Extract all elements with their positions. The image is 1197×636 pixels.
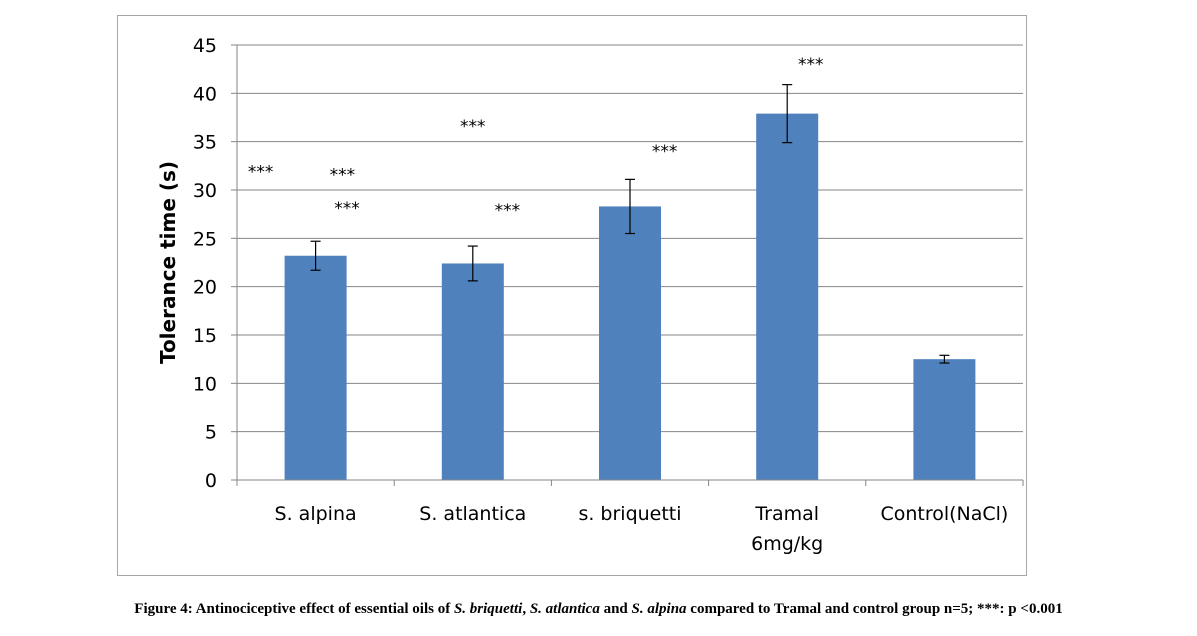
caption-species-3: S. alpina: [631, 601, 687, 617]
y-tick-label: 35: [193, 132, 217, 154]
significance-marker: ***: [248, 162, 274, 182]
x-tick-label: 6mg/kg: [751, 533, 823, 555]
y-axis-title: Tolerance time (s): [156, 161, 180, 364]
bar: [441, 263, 504, 480]
x-tick-label: s. briquetti: [578, 503, 681, 525]
significance-marker: ***: [495, 201, 521, 221]
significance-marker: ***: [334, 199, 360, 219]
caption-sep-2: and: [599, 601, 632, 617]
caption-species-2: S. atlantica: [529, 601, 600, 617]
bar-chart: 0 5 10 15 20 25 30 35 40 45 S. alpina S. atlantica s…: [156, 35, 1024, 555]
x-tick-label: Control(NaCl): [880, 503, 1008, 525]
caption-suffix: compared to Tramal and control group n=5…: [686, 601, 1063, 617]
significance-marker: ***: [330, 165, 356, 185]
y-tick-label: 5: [205, 422, 217, 444]
caption-prefix: Figure 4: Antinociceptive effect of esse…: [134, 601, 454, 617]
significance-marker: ***: [460, 117, 486, 137]
significance-marker: ***: [798, 55, 824, 75]
y-tick-label: 25: [193, 228, 217, 250]
bar: [913, 359, 976, 480]
y-tick-label: 0: [205, 470, 217, 492]
x-tick-label: S. alpina: [275, 503, 357, 525]
labels: 0 5 10 15 20 25 30 35 40 45 S. alpina S. atlantica s…: [193, 35, 1009, 555]
caption-species-1: S. briquetti: [453, 601, 523, 617]
bar: [756, 113, 819, 480]
y-tick-label: 10: [193, 373, 217, 395]
chart-frame: 0 5 10 15 20 25 30 35 40 45 S. alpina S. atlantica s…: [117, 15, 1027, 576]
figure-caption: Figure 4: Antinociceptive effect of esse…: [0, 601, 1197, 618]
error-bars: [310, 84, 950, 364]
x-tick-label: Tramal: [754, 503, 819, 525]
y-tick-label: 20: [193, 277, 217, 299]
x-tick-label: S. atlantica: [419, 503, 526, 525]
y-tick-label: 15: [193, 325, 217, 347]
bar: [284, 255, 347, 480]
axes: [231, 44, 1024, 486]
y-tick-label: 45: [193, 35, 217, 57]
y-tick-label: 30: [193, 180, 217, 202]
bar: [599, 206, 661, 480]
significance-marker: ***: [652, 142, 678, 162]
bars: [284, 113, 976, 480]
y-tick-label: 40: [193, 83, 217, 105]
caption-sep-1: ,: [522, 601, 530, 617]
